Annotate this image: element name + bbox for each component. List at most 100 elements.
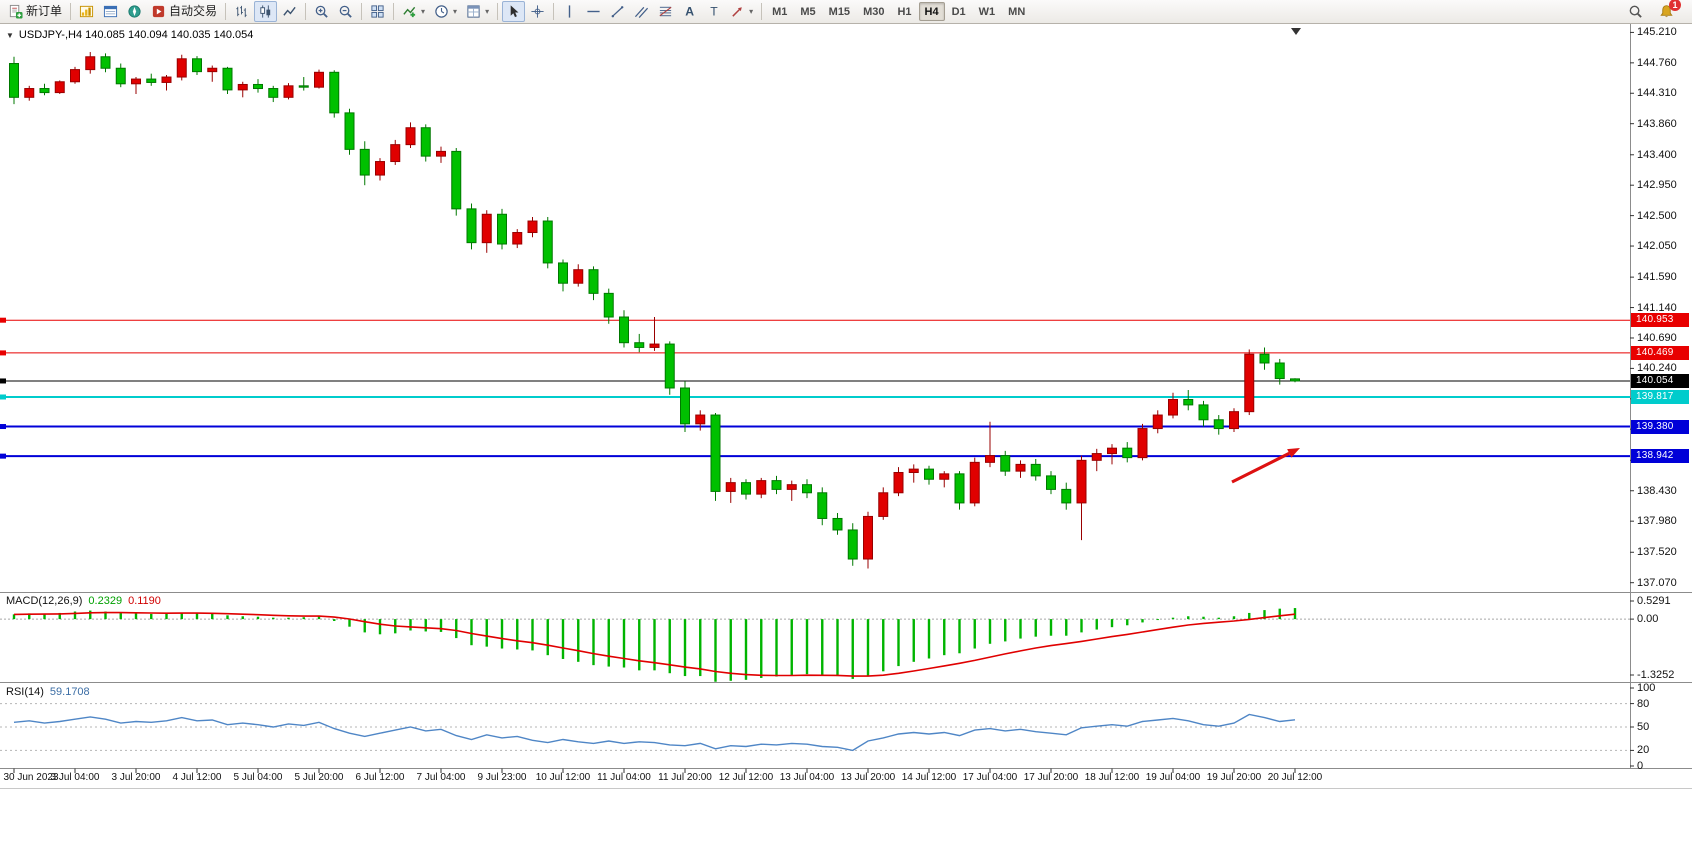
candle-body [1290, 378, 1300, 382]
fibonacci-button[interactable] [654, 1, 677, 22]
price-axis-label: 143.860 [1637, 117, 1677, 130]
candle-body [1244, 353, 1255, 413]
horizontal-line-button[interactable] [582, 1, 605, 22]
time-axis-label: 11 Jul 04:00 [597, 772, 651, 783]
templates-button[interactable]: ▾ [462, 1, 493, 22]
candle-body [420, 127, 431, 157]
notifications-button[interactable]: 1 [1655, 0, 1681, 22]
time-axis-label: 10 Jul 12:00 [535, 772, 591, 783]
search-icon [1629, 5, 1642, 18]
macd-signal-value: 0.1190 [128, 595, 161, 607]
auto-trading-button[interactable]: 自动交易 [147, 1, 221, 22]
timeframe-button-m1[interactable]: M1 [772, 5, 788, 18]
hline-left-handle[interactable] [0, 394, 6, 400]
price-tag[interactable]: 140.953 [1631, 313, 1689, 328]
candle-body [268, 88, 279, 98]
timeframe-button-m5[interactable]: M5 [800, 5, 816, 18]
price-tag[interactable]: 140.054 [1631, 373, 1689, 388]
time-axis-label: 3 Jul 20:00 [111, 772, 161, 783]
toolbar-separator [361, 3, 363, 20]
navigator-icon [128, 5, 141, 18]
candle-body [207, 67, 218, 73]
cursor-button[interactable] [502, 1, 526, 22]
timeframe-button-mn[interactable]: MN [1008, 5, 1026, 18]
hline-left-handle[interactable] [0, 453, 6, 459]
hline-left-handle[interactable] [0, 378, 6, 384]
new-order-button[interactable]: 新订单 [4, 1, 66, 22]
periods-button[interactable]: ▾ [430, 1, 461, 22]
navigator-button[interactable] [123, 1, 146, 22]
zoom-in-button[interactable] [310, 1, 333, 22]
chart-shift-marker[interactable] [1291, 28, 1301, 35]
candle-body [573, 269, 584, 284]
arrow-annotation-head[interactable] [1287, 448, 1300, 458]
chart-bars-icon [236, 5, 247, 18]
market-watch-icon [79, 5, 94, 18]
chart-line-button[interactable] [278, 1, 301, 22]
hline-left-handle[interactable] [0, 424, 6, 430]
candle-body [1213, 419, 1224, 430]
tile-windows-button[interactable] [366, 1, 389, 22]
time-axis-label: 11 Jul 20:00 [658, 772, 712, 783]
arrow-annotation[interactable] [1231, 451, 1290, 484]
candle-body [1122, 447, 1133, 459]
price-chart-canvas[interactable] [0, 24, 1692, 850]
candle-body [253, 83, 263, 90]
candle-body [756, 480, 767, 495]
candle-body [466, 208, 477, 244]
hline-left-handle[interactable] [0, 317, 6, 323]
zoom-out-button[interactable] [334, 1, 357, 22]
chart-window[interactable]: ▼ USDJPY-,H4 140.085 140.094 140.035 140… [0, 24, 1692, 850]
candle-body [680, 387, 690, 425]
indicators-button[interactable]: ▾ [398, 1, 429, 22]
price-tag[interactable]: 138.942 [1631, 449, 1689, 464]
candle-body [634, 342, 645, 348]
vertical-line-button[interactable] [558, 1, 581, 22]
candle-body [802, 484, 812, 494]
new-order-button-label: 新订单 [26, 4, 63, 18]
text-button[interactable]: A [678, 1, 701, 22]
label-icon: T [710, 5, 718, 19]
candle-body [1152, 414, 1163, 430]
channel-button[interactable] [630, 1, 653, 22]
candle-body [1046, 475, 1056, 490]
time-axis-label: 3 Jul 04:00 [50, 772, 100, 783]
market-watch-button[interactable] [75, 1, 98, 22]
hline-left-handle[interactable] [0, 350, 6, 356]
label-button[interactable]: T [702, 1, 725, 22]
trendline-button[interactable] [606, 1, 629, 22]
chart-title-bar: ▼ USDJPY-,H4 140.085 140.094 140.035 140… [6, 29, 253, 41]
arrows-button[interactable]: ▾ [726, 1, 757, 22]
candle-body [542, 220, 553, 264]
candle-body [1076, 459, 1087, 504]
rsi-axis-label: 100 [1637, 682, 1656, 694]
timeframe-button-d1[interactable]: D1 [951, 5, 966, 18]
timeframe-button-w1[interactable]: W1 [978, 5, 996, 18]
toolbar: 新订单 自动交易 ▾ ▾ ▾ A T ▾ M1 M5 M15 M30 H1 H4 D1 W1 MN 1 [0, 0, 1692, 24]
chart-candles-button[interactable] [254, 1, 278, 22]
timeframe-button-m15[interactable]: M15 [828, 5, 851, 18]
dropdown-arrow-icon: ▾ [453, 7, 458, 16]
price-axis-label: 144.310 [1637, 87, 1677, 100]
candle-body [298, 85, 309, 88]
price-tag[interactable]: 139.817 [1631, 389, 1689, 404]
price-tag[interactable]: 139.380 [1631, 419, 1689, 434]
candle-body [24, 88, 35, 98]
chart-context-arrow-icon[interactable]: ▼ [6, 30, 14, 40]
candle-body [161, 76, 172, 83]
search-button[interactable] [1624, 1, 1647, 22]
time-axis-label: 12 Jul 12:00 [718, 772, 774, 783]
chart-bars-button[interactable] [230, 1, 253, 22]
candle-body [863, 515, 873, 560]
svg-text:T: T [710, 5, 718, 19]
trendline-icon [611, 6, 624, 18]
price-tag[interactable]: 140.469 [1631, 345, 1689, 360]
macd-axis-label: 0.00 [1637, 613, 1659, 626]
timeframe-button-h1[interactable]: H1 [897, 5, 912, 18]
data-window-button[interactable] [99, 1, 122, 22]
crosshair-button[interactable] [526, 1, 549, 22]
toolbar-separator [305, 3, 307, 20]
candle-body [512, 232, 523, 245]
timeframe-button-m30[interactable]: M30 [863, 5, 885, 18]
timeframe-button-h4[interactable]: H4 [918, 2, 945, 21]
